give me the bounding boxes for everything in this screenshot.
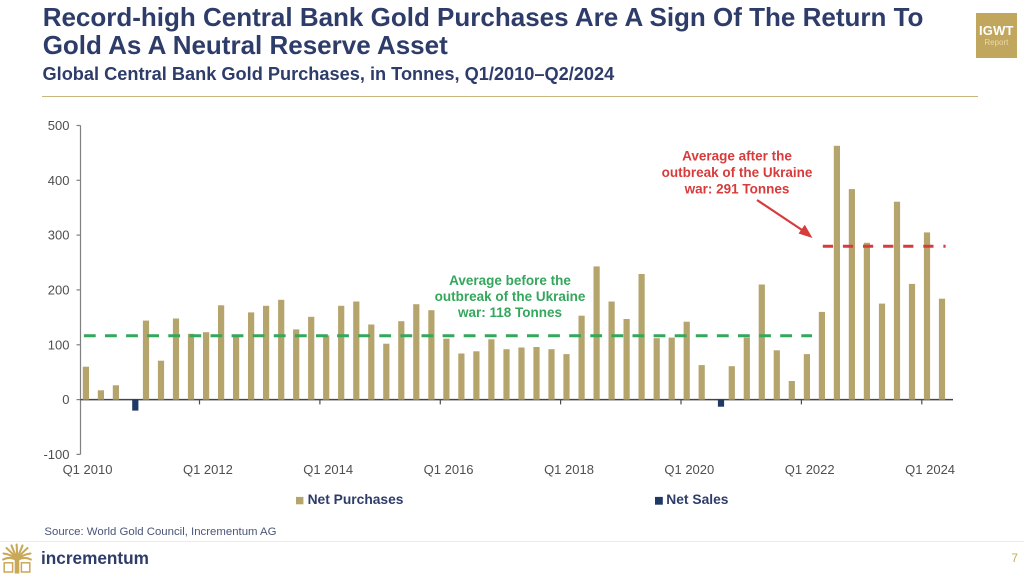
svg-text:Net Purchases: Net Purchases [308,492,404,507]
svg-text:Net Sales: Net Sales [666,492,728,507]
svg-text:Average after the: Average after the [682,148,792,163]
svg-text:400: 400 [48,173,70,188]
svg-text:outbreak of the Ukraine: outbreak of the Ukraine [435,289,586,304]
svg-text:200: 200 [48,283,70,298]
svg-text:Q1 2012: Q1 2012 [183,462,233,477]
svg-text:500: 500 [48,118,70,133]
svg-text:Q1 2024: Q1 2024 [905,462,955,477]
svg-text:Q1 2020: Q1 2020 [664,462,714,477]
svg-text:0: 0 [62,392,69,407]
svg-text:Q1 2014: Q1 2014 [303,462,353,477]
svg-text:war: 118 Tonnes: war: 118 Tonnes [457,305,562,320]
svg-text:100: 100 [48,337,70,352]
svg-text:Q1 2018: Q1 2018 [544,462,594,477]
svg-text:-100: -100 [43,447,69,462]
svg-text:war: 291 Tonnes: war: 291 Tonnes [684,182,790,197]
svg-text:Q1 2016: Q1 2016 [424,462,474,477]
svg-text:300: 300 [48,228,70,243]
svg-text:Average before the: Average before the [449,273,571,288]
svg-text:Q1 2022: Q1 2022 [785,462,835,477]
svg-text:outbreak of the Ukraine: outbreak of the Ukraine [662,165,813,180]
svg-text:Q1 2010: Q1 2010 [63,462,113,477]
